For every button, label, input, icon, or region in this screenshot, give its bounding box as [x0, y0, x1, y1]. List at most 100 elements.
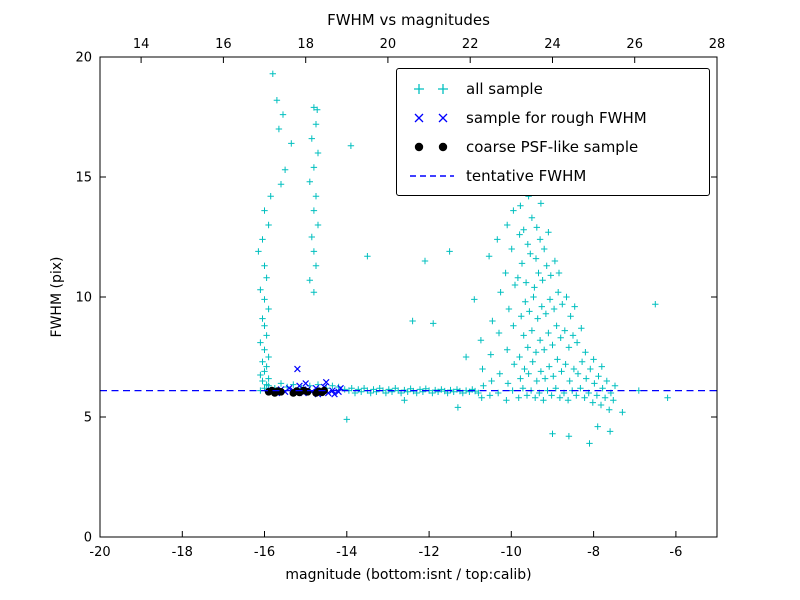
scatter-point-plus [578, 325, 585, 332]
scatter-point-plus [257, 339, 264, 346]
y-axis-label: FWHM (pix) [49, 256, 65, 338]
scatter-point-plus [434, 388, 442, 395]
x-tick-label: -16 [254, 545, 275, 560]
scatter-point-plus [542, 310, 550, 317]
scatter-point-plus [480, 382, 487, 389]
x-tick-label: -12 [418, 545, 439, 560]
scatter-point-plus [514, 274, 522, 281]
scatter-point-plus [548, 392, 555, 399]
scatter-point-plus [261, 207, 268, 214]
scatter-point-plus [528, 214, 536, 221]
scatter-point-plus [281, 166, 289, 173]
legend-entry-coarse-psf: coarse PSF-like sample [397, 132, 709, 161]
scatter-point-plus [552, 385, 559, 392]
scatter-point-x [294, 365, 301, 373]
scatter-point-plus [564, 397, 572, 404]
scatter-point-plus [504, 346, 511, 353]
scatter-point-plus [312, 193, 320, 200]
scatter-point-plus [558, 368, 565, 375]
scatter-point-plus [593, 392, 601, 399]
scatter-point-plus [520, 226, 527, 233]
scatter-point-plus [314, 221, 322, 229]
scatter-point-plus [545, 329, 552, 337]
legend-entry-rough-fwhm: sample for rough FWHM [397, 103, 709, 132]
scatter-point-plus [546, 363, 553, 370]
x-marker-icon [414, 113, 448, 122]
scatter-point-plus [526, 308, 533, 315]
scatter-point-plus [510, 322, 517, 329]
scatter-point-plus [587, 365, 594, 373]
scatter-point-plus [541, 245, 548, 253]
scatter-point-plus [532, 394, 539, 401]
legend-label: tentative FWHM [466, 166, 587, 185]
top-tick-label: 18 [297, 37, 314, 52]
scatter-point-plus [306, 178, 313, 185]
scatter-point-plus [594, 423, 601, 430]
scatter-point-plus [517, 202, 524, 209]
scatter-point-plus [532, 255, 540, 262]
scatter-point-plus [310, 164, 318, 171]
scatter-point-plus [517, 375, 524, 382]
scatter-point-plus [565, 433, 573, 440]
scatter-point-plus [524, 344, 531, 351]
scatter-point-plus [567, 313, 574, 320]
scatter-point-plus [536, 236, 544, 243]
scatter-point-plus [404, 388, 411, 395]
top-tick-label: 28 [709, 37, 726, 52]
scatter-point-plus [504, 221, 511, 229]
scatter-point-plus [364, 253, 371, 260]
scatter-point-plus [479, 365, 486, 373]
scatter-point-plus [477, 337, 485, 344]
scatter-point-plus [373, 388, 380, 395]
scatter-point-plus [518, 313, 525, 320]
x-tick-label: -14 [336, 545, 357, 560]
dot-marker-icon [414, 142, 448, 151]
x-tick-label: -20 [89, 545, 110, 560]
scatter-point-plus [598, 363, 605, 370]
scatter-point-plus [446, 248, 453, 255]
scatter-point-plus [566, 377, 573, 385]
scatter-point-plus [347, 142, 355, 149]
scatter-point-plus [563, 293, 570, 301]
legend-entry-tentative-fwhm: tentative FWHM [397, 161, 709, 190]
scatter-point-plus [549, 430, 556, 437]
plus-marker-icon [414, 83, 448, 94]
scatter-point-plus [541, 346, 548, 353]
legend: all sample sample for rough FWHM coarse … [396, 68, 710, 196]
scatter-point-plus [574, 370, 582, 377]
scatter-point-plus [664, 394, 671, 401]
scatter-point-plus [595, 373, 602, 380]
scatter-point-plus [561, 327, 568, 334]
scatter-point-plus [527, 250, 534, 257]
top-tick-label: 26 [626, 37, 643, 52]
scatter-point-plus [522, 279, 530, 286]
scatter-point-plus [591, 380, 598, 387]
scatter-point-plus [259, 377, 266, 385]
scatter-point-plus [310, 207, 318, 214]
scatter-point-plus [536, 337, 544, 344]
scatter-point-dot [303, 388, 312, 396]
scatter-point-plus [577, 385, 584, 392]
scatter-point-plus [263, 274, 270, 281]
x-axis-label: magnitude (bottom:isnt / top:calib) [285, 567, 532, 583]
scatter-point-plus [611, 382, 619, 389]
scatter-point-plus [520, 332, 527, 339]
scatter-point-plus [530, 293, 537, 301]
scatter-point-plus [582, 349, 589, 356]
scatter-point-plus [538, 303, 545, 310]
scatter-point-plus [555, 289, 562, 296]
y-tick-label: 5 [84, 411, 92, 426]
scatter-point-plus [565, 344, 573, 351]
scatter-point-plus [462, 353, 470, 361]
scatter-point-plus [537, 200, 545, 207]
top-tick-label: 20 [380, 37, 397, 52]
scatter-point-plus [261, 368, 268, 375]
scatter-point-plus [277, 380, 285, 387]
scatter-point-plus [541, 375, 549, 382]
scatter-point-plus [495, 389, 502, 397]
x-tick-label: -10 [501, 545, 522, 560]
scatter-point-plus [290, 381, 297, 388]
scatter-point-plus [388, 388, 396, 395]
scatter-point-plus [486, 392, 494, 399]
scatter-point-plus [573, 339, 581, 346]
